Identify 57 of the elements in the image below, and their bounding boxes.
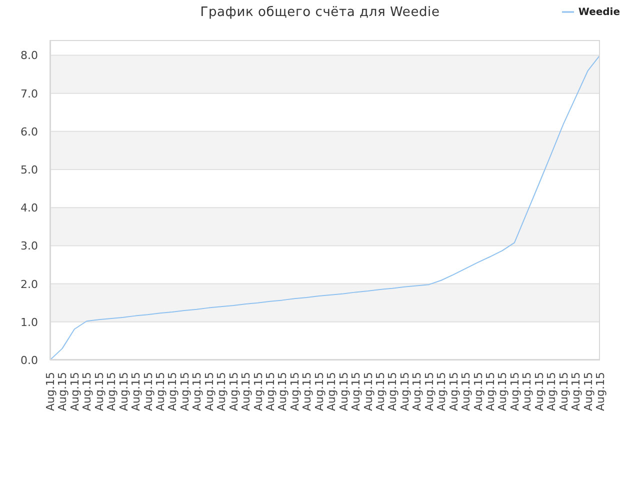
x-tick-label: Aug.15 [251, 372, 264, 411]
x-tick-label: Aug.15 [471, 372, 484, 411]
chart-title: График общего счёта для Weedie [200, 5, 440, 20]
x-tick-label: Aug.15 [141, 372, 154, 411]
x-tick-label: Aug.15 [56, 372, 69, 411]
y-tick-label: 0.0 [20, 354, 38, 366]
y-tick-label: 4.0 [20, 201, 38, 214]
x-tick-label: Aug.15 [374, 372, 386, 411]
x-tick-label: Aug.15 [532, 372, 546, 411]
x-tick-label: Aug.15 [92, 372, 106, 411]
y-tick-label: 5.0 [20, 163, 38, 176]
x-tick-label: Aug.15 [410, 372, 424, 411]
x-tick-label: Aug.15 [166, 372, 179, 411]
x-tick-label: Aug.15 [129, 372, 142, 411]
x-tick-label: Aug.15 [446, 372, 460, 411]
x-tick-label: Aug.15 [202, 372, 216, 411]
y-tick-label: 8.0 [20, 48, 38, 62]
x-tick-label: Aug.15 [349, 372, 362, 411]
legend-label: Weedie [578, 7, 620, 18]
x-tick-label: Aug.15 [239, 372, 252, 411]
x-tick-label: Aug.15 [104, 372, 118, 411]
x-tick-label: Aug.15 [154, 372, 166, 411]
x-tick-label: Aug.15 [288, 372, 301, 411]
x-tick-label: Aug.15 [68, 372, 81, 411]
x-tick-label: Aug.15 [544, 372, 558, 411]
x-tick-label: Aug.15 [556, 372, 570, 411]
x-tick-label: Aug.15 [569, 372, 582, 411]
y-tick-label: 7.0 [20, 86, 38, 100]
x-tick-label: Aug.15 [214, 372, 228, 411]
x-tick-label: Aug.15 [190, 372, 204, 411]
x-tick-label: Aug.15 [459, 372, 472, 411]
x-tick-label: Aug.15 [422, 372, 436, 411]
x-tick-label: Aug.15 [336, 372, 350, 411]
x-tick-label: Aug.15 [434, 372, 448, 411]
x-tick-label: Aug.15 [508, 372, 521, 411]
x-tick-label: Aug.15 [300, 372, 314, 411]
y-tick-label: 3.0 [20, 239, 38, 252]
y-tick-label: 2.0 [20, 277, 38, 290]
x-tick-label: Aug.15 [226, 372, 240, 411]
x-tick-label: Aug.15 [116, 372, 130, 411]
x-tick-label: Aug.15 [594, 372, 606, 411]
x-tick-label: Aug.15 [496, 372, 509, 411]
x-tick-label: Aug.15 [44, 372, 56, 411]
x-tick-label: Aug.15 [324, 372, 338, 411]
y-tick-label: 6.0 [20, 124, 38, 138]
x-tick-label: Aug.15 [520, 372, 534, 411]
x-tick-label: Aug.15 [361, 372, 374, 411]
y-tick-label: 1.0 [20, 315, 38, 328]
x-tick-label: Aug.15 [178, 372, 191, 411]
x-tick-label: Aug.15 [80, 372, 94, 411]
x-tick-label: Aug.15 [581, 372, 594, 411]
x-tick-label: Aug.15 [312, 372, 326, 411]
x-tick-label: Aug.15 [386, 372, 399, 411]
x-tick-label: Aug.15 [264, 372, 276, 411]
x-tick-label: Aug.15 [398, 372, 411, 411]
x-tick-label: Aug.15 [276, 372, 289, 411]
x-tick-label: Aug.15 [484, 372, 496, 411]
